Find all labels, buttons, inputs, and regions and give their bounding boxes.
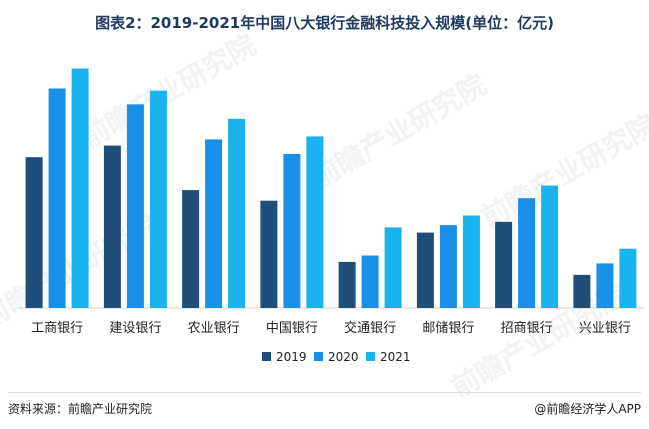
footer: 资料来源：前瞻产业研究院 @前瞻经济学人APP [8,400,641,418]
chart-title: 图表2：2019-2021年中国八大银行金融科技投入规模(单位：亿元) [95,14,554,32]
x-tick-label: 交通银行 [344,320,396,336]
bar-2021-6 [541,185,559,308]
bar-2021-7 [619,248,637,308]
legend-swatch-2020 [314,352,323,361]
bar-2020-0 [48,88,66,308]
bar-2019-4 [338,261,356,308]
bar-2021-1 [149,90,167,308]
bar-2020-4 [361,255,379,308]
legend: 2019 2020 2021 [262,350,411,364]
x-tick-label: 农业银行 [188,321,240,336]
bar-2020-5 [439,225,457,308]
bar-2020-2 [205,139,223,308]
bar-2019-0 [25,157,43,308]
bar-2021-2 [228,118,246,308]
bar-2020-1 [126,104,144,308]
x-tick-label: 工商银行 [31,321,83,336]
legend-label-2021: 2021 [380,350,411,364]
bar-2019-6 [495,221,513,308]
bar-2019-5 [416,232,434,308]
x-tick-label: 中国银行 [266,321,318,336]
brand-credit: @前瞻经济学人APP [534,402,641,416]
bar-2021-0 [71,68,89,308]
x-tick-label: 建设银行 [109,321,161,336]
legend-swatch-2019 [262,352,271,361]
bar-2021-4 [384,227,402,308]
legend-label-2019: 2019 [276,350,307,364]
legend-swatch-2021 [366,352,375,361]
source-note: 资料来源：前瞻产业研究院 [8,402,153,416]
footer-divider [8,392,641,393]
bar-2020-3 [283,154,301,308]
bar-2019-2 [182,190,200,308]
bar-2021-3 [306,136,324,308]
bar-2021-5 [462,215,480,308]
legend-label-2020: 2020 [328,350,359,364]
x-tick-label: 兴业银行 [579,321,631,336]
bars-group [25,68,637,308]
bar-2019-7 [573,274,591,308]
x-tick-labels: 工商银行 建设银行 农业银行 中国银行 交通银行 邮储银行 招商银行 兴业银行 [31,320,631,336]
x-tick-label: 邮储银行 [422,321,474,336]
bar-2020-6 [518,198,536,308]
bar-2020-7 [596,263,614,308]
x-tick-label: 招商银行 [501,321,553,336]
bar-2019-1 [103,145,121,308]
bar-2019-3 [260,200,278,308]
